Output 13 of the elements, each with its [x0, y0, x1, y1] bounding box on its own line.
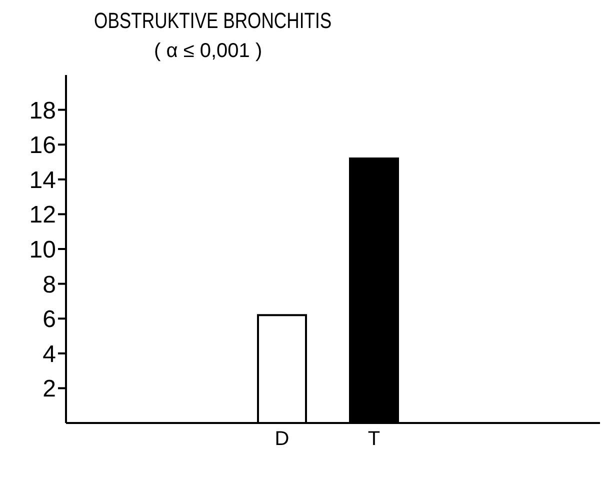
- y-tick-label: 6: [42, 306, 56, 334]
- x-tick-label: T: [368, 428, 380, 450]
- y-tick-label: 2: [42, 376, 56, 403]
- chart-subtitle: ( α ≤ 0,001 ): [154, 40, 264, 63]
- y-tick-label: 12: [29, 202, 56, 229]
- y-tick-label: 8: [42, 271, 56, 298]
- y-tick-label: 18: [29, 97, 56, 124]
- chart-title: OBSTRUKTIVE BRONCHITIS: [94, 8, 333, 34]
- y-tick-label: 10: [29, 236, 56, 264]
- y-tick-label: 16: [29, 132, 56, 160]
- x-tick-label: D: [274, 428, 290, 450]
- y-tick-label: 4: [42, 340, 56, 368]
- y-tick-label: 14: [29, 166, 56, 194]
